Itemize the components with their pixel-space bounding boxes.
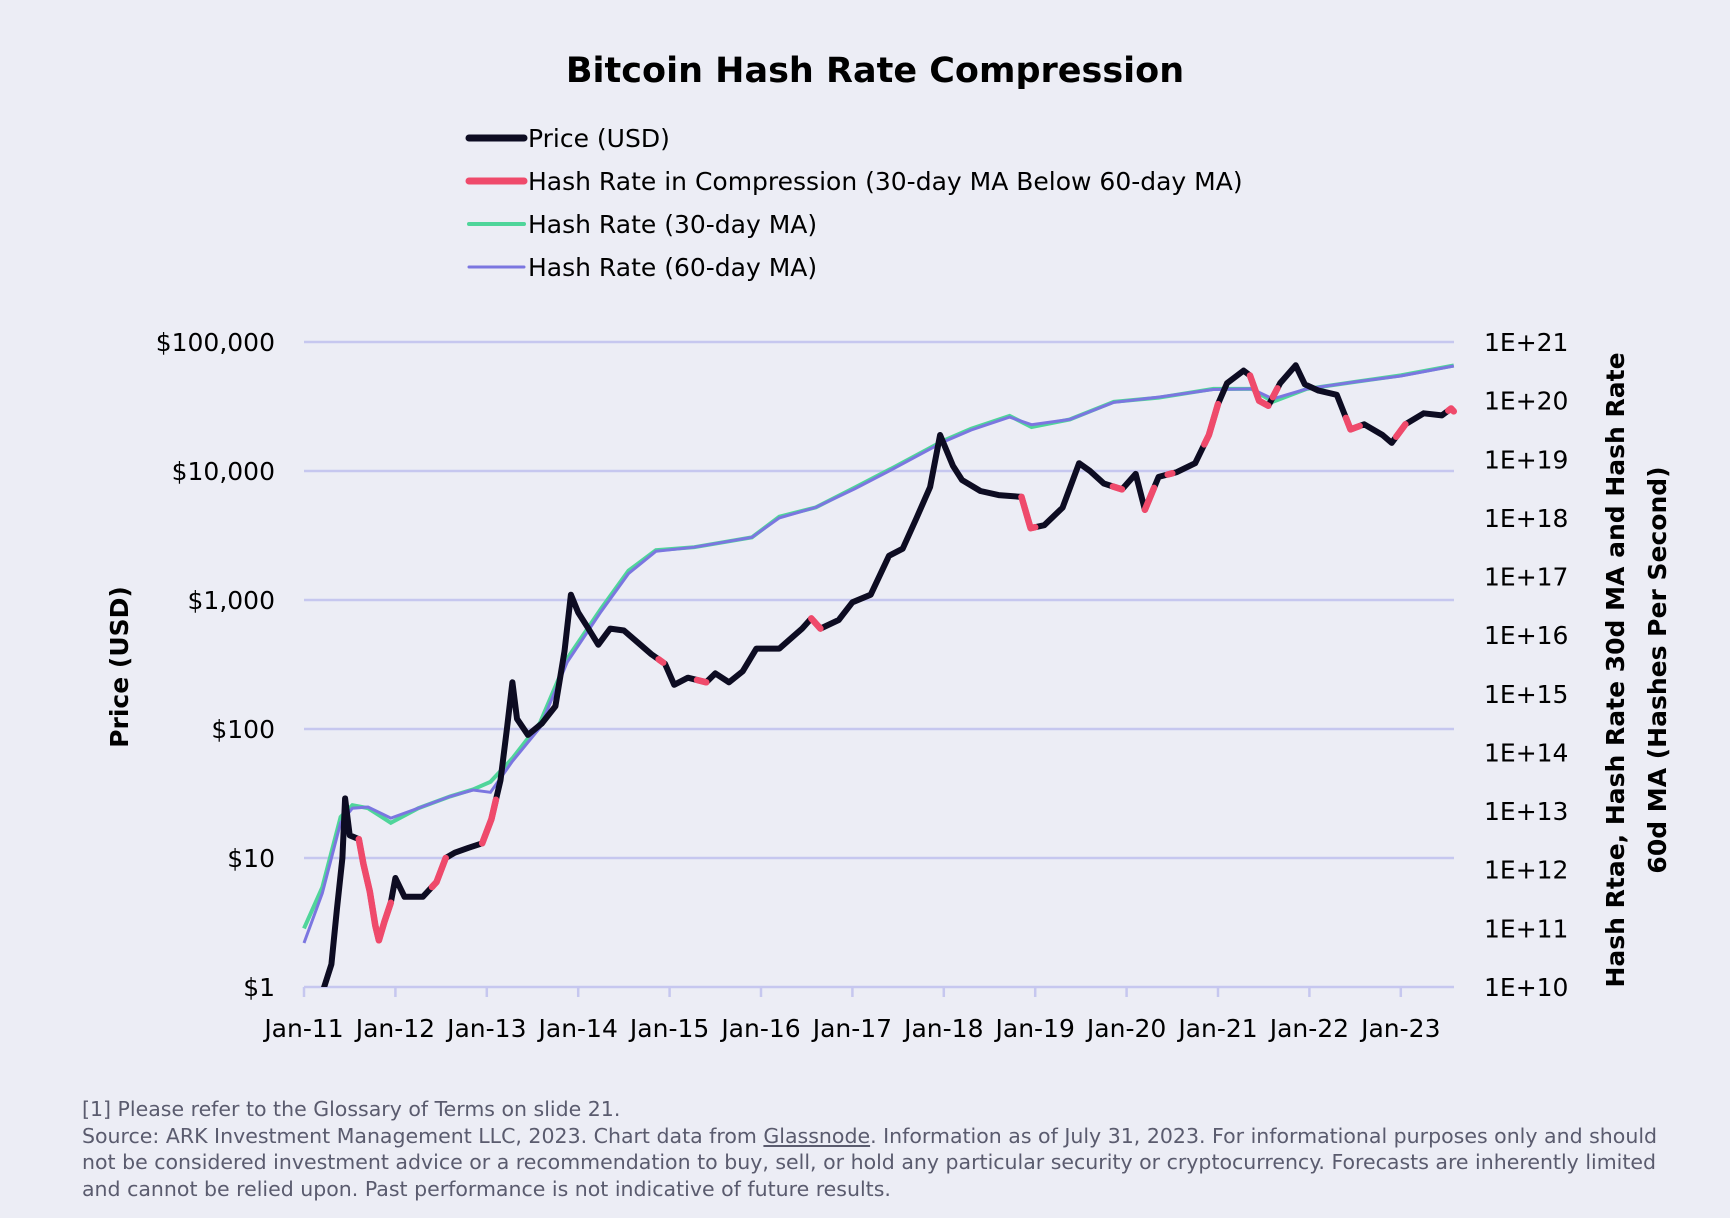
x-tick-label: Jan-14 — [537, 1014, 618, 1043]
chart-title: Bitcoin Hash Rate Compression — [566, 51, 1184, 91]
y-right-tick-label: 1E+18 — [1484, 504, 1568, 533]
y-right-tick-label: 1E+21 — [1484, 328, 1568, 357]
compression-segment — [1246, 372, 1272, 410]
x-tick-label: Jan-20 — [1085, 1014, 1166, 1043]
x-tick-label: Jan-13 — [445, 1014, 526, 1043]
compression-segment — [808, 615, 824, 632]
series-layer — [302, 362, 1458, 987]
y-right-tick-label: 1E+20 — [1484, 387, 1568, 416]
legend-label: Price (USD) — [528, 124, 670, 153]
y-right-tick-label: 1E+13 — [1484, 797, 1568, 826]
x-tick-label: Jan-18 — [902, 1014, 983, 1043]
compression-segment — [1342, 414, 1363, 433]
source-suffix: . Information as of July 31, 2023. For i… — [82, 1123, 1658, 1201]
x-tick-label: Jan-16 — [719, 1014, 800, 1043]
y-right-tick-label: 1E+16 — [1484, 621, 1568, 650]
x-tick-label: Jan-17 — [811, 1014, 892, 1043]
y-axis-left: $1 $10 $100 $1,000 $10,000 $100,000 — [156, 328, 275, 1002]
y-left-tick-label: $100 — [211, 715, 275, 744]
compression-segment — [428, 854, 449, 891]
x-tick-label: Jan-23 — [1359, 1014, 1440, 1043]
x-tick-label: Jan-22 — [1268, 1014, 1349, 1043]
x-tick-label: Jan-11 — [262, 1014, 343, 1043]
compression-segment — [1445, 405, 1458, 415]
y-right-tick-label: 1E+11 — [1484, 914, 1568, 943]
y-right-tick-label: 1E+17 — [1484, 563, 1568, 592]
compression-segment — [1269, 385, 1281, 401]
y-right-tick-label: 1E+15 — [1484, 680, 1568, 709]
y-left-tick-label: $100,000 — [156, 328, 275, 357]
x-tick-label: Jan-21 — [1176, 1014, 1257, 1043]
y-right-tick-label: 1E+14 — [1484, 738, 1568, 767]
compression-segment — [1201, 400, 1222, 448]
compression-segment — [655, 656, 667, 666]
compression-segment — [355, 835, 395, 944]
footnote-source: Source: ARK Investment Management LLC, 2… — [82, 1123, 1682, 1203]
gridlines — [304, 340, 1454, 989]
compression-segment — [1018, 493, 1039, 532]
y-right-tick-label: 1E+19 — [1484, 445, 1568, 474]
compression-segment — [1109, 483, 1126, 493]
x-axis: Jan-11 Jan-12 Jan-13 Jan-14 Jan-15 Jan-16 Jan-… — [262, 987, 1440, 1043]
y-right-tick-label: 1E+10 — [1484, 973, 1568, 1002]
y-left-tick-label: $1 — [243, 973, 275, 1002]
compression-segment — [693, 676, 710, 686]
compression-segment — [1392, 421, 1409, 440]
x-tick-label: Jan-19 — [994, 1014, 1075, 1043]
compression-segment — [1141, 484, 1158, 514]
y-left-tick-label: $1,000 — [188, 586, 275, 615]
y-left-title: Price (USD) — [105, 586, 134, 748]
legend: Price (USD) Hash Rate in Compression (30-… — [465, 124, 1243, 282]
glassnode-link[interactable]: Glassnode — [763, 1123, 871, 1148]
x-tick-label: Jan-15 — [628, 1014, 709, 1043]
y-left-tick-label: $10,000 — [172, 457, 275, 486]
series-hash-rate-60d-ma — [302, 364, 1455, 944]
compression-segment — [478, 796, 500, 847]
x-tick-label: Jan-12 — [354, 1014, 435, 1043]
footnote-note: [1] Please refer to the Glossary of Term… — [82, 1097, 621, 1121]
y-right-title-line2: 60d MA (Hashes Per Second) — [1643, 466, 1672, 873]
y-left-tick-label: $10 — [227, 844, 275, 873]
y-axis-right: 1E+10 1E+11 1E+12 1E+13 1E+14 1E+15 1E+16 1E+17… — [1484, 328, 1568, 1002]
compression-segment — [1164, 470, 1176, 478]
footnote: [1] Please refer to the Glossary of Term… — [82, 1096, 1682, 1202]
y-right-title-line1: Hash Rtae, Hash Rate 30d MA and Hash Rat… — [1601, 352, 1630, 987]
y-right-tick-label: 1E+12 — [1484, 856, 1568, 885]
series-price — [321, 362, 1456, 987]
legend-label: Hash Rate in Compression (30-day MA Belo… — [528, 167, 1243, 196]
source-prefix: Source: ARK Investment Management LLC, 2… — [82, 1123, 764, 1148]
legend-label: Hash Rate (60-day MA) — [528, 253, 817, 282]
legend-label: Hash Rate (30-day MA) — [528, 210, 817, 239]
